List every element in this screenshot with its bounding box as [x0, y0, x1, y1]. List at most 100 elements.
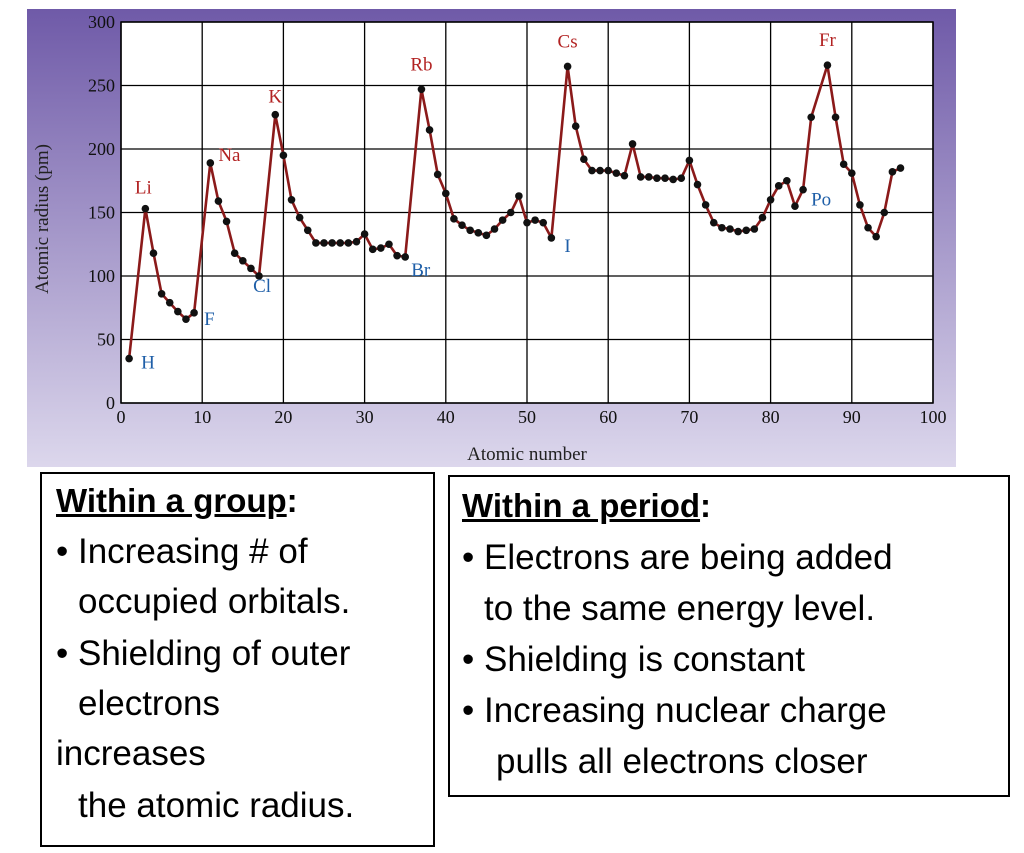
element-label: F: [204, 309, 215, 330]
data-point: [709, 218, 718, 227]
data-point: [888, 168, 897, 176]
element-label: Cs: [558, 31, 578, 52]
period-line-2: to the same energy level.: [484, 589, 876, 628]
group-heading-text: Within a group: [56, 482, 287, 519]
element-label: Po: [811, 190, 831, 211]
data-point: [295, 213, 304, 222]
group-heading: Within a group:: [56, 482, 298, 520]
data-point: [669, 175, 677, 184]
data-point: [417, 85, 426, 94]
period-line-1: • Electrons are being added: [462, 538, 893, 577]
data-point: [255, 272, 263, 280]
element-labels: H Li F Na Cl K Rb Br Cs I Fr Po: [135, 30, 837, 373]
data-point: [620, 171, 629, 180]
x-tick-label: 0: [117, 407, 126, 427]
period-line-4: • Increasing nuclear charge: [462, 691, 887, 730]
data-point: [677, 174, 686, 183]
data-point: [206, 159, 215, 167]
data-point: [450, 215, 458, 223]
data-point: [182, 315, 190, 323]
x-tick-label: 50: [518, 407, 536, 427]
data-point: [303, 226, 312, 235]
data-point: [368, 245, 377, 254]
element-label: I: [564, 236, 570, 257]
data-point: [506, 208, 515, 217]
group-line-2: occupied orbitals.: [78, 582, 351, 621]
element-label: K: [268, 87, 282, 108]
x-tick-label: 100: [920, 407, 947, 427]
data-point: [239, 256, 247, 265]
data-point: [774, 182, 783, 190]
x-axis-label: Atomic number: [467, 444, 587, 465]
data-point: [352, 237, 361, 246]
group-line-1: • Increasing # of: [56, 532, 308, 571]
x-tick-label: 40: [437, 407, 455, 427]
chart-svg: 0 50 100 150 200 250 300 0 10 20 30 40 50 60 70 80 90 10…: [27, 9, 956, 467]
y-tick-label: 250: [88, 76, 115, 96]
period-line-5: pulls all electrons closer: [496, 742, 868, 781]
data-point: [831, 113, 840, 122]
y-tick-label: 300: [88, 12, 115, 32]
data-point: [596, 166, 604, 175]
within-group-box: Within a group: • Increasing # of occupi…: [40, 472, 435, 847]
data-point: [515, 192, 523, 200]
data-point: [758, 213, 767, 222]
y-tick-labels: 0 50 100 150 200 250 300: [88, 12, 115, 413]
period-heading: Within a period:: [462, 487, 711, 525]
data-point: [604, 166, 612, 175]
data-point: [247, 264, 255, 273]
data-point: [612, 169, 621, 177]
data-point: [750, 225, 759, 233]
period-heading-colon: :: [700, 487, 712, 524]
data-point: [377, 244, 385, 252]
data-point: [718, 223, 726, 232]
data-point: [783, 176, 791, 185]
data-point: [588, 166, 596, 175]
element-label: Br: [411, 260, 431, 281]
data-point: [165, 298, 174, 307]
data-point: [442, 189, 450, 198]
data-point: [523, 218, 531, 227]
data-point: [661, 174, 669, 183]
y-tick-label: 0: [106, 393, 115, 413]
group-line-4: electrons: [78, 684, 221, 723]
data-point: [360, 230, 369, 238]
data-point: [320, 239, 328, 247]
x-tick-labels: 0 10 20 30 40 50 60 70 80 90 100: [117, 407, 947, 427]
data-point: [157, 289, 166, 298]
data-point: [823, 61, 832, 69]
data-point: [864, 223, 872, 232]
data-point: [734, 227, 742, 236]
data-point: [571, 122, 580, 130]
x-tick-label: 20: [274, 407, 292, 427]
element-label: H: [141, 353, 155, 374]
data-point: [474, 229, 483, 237]
x-tick-label: 80: [762, 407, 780, 427]
data-point: [580, 155, 588, 163]
group-line-5: increases: [56, 734, 206, 773]
x-tick-label: 90: [843, 407, 861, 427]
data-point: [336, 239, 345, 247]
data-point: [328, 239, 336, 247]
data-point: [872, 232, 880, 241]
x-tick-label: 10: [193, 407, 211, 427]
data-point: [222, 217, 231, 226]
plot-border: [120, 21, 934, 404]
data-point: [482, 231, 491, 240]
data-point: [498, 216, 507, 224]
data-point: [653, 174, 661, 183]
element-label: Fr: [819, 30, 837, 51]
data-point: [693, 180, 702, 189]
data-point: [848, 169, 856, 177]
data-point: [531, 216, 539, 224]
data-point: [490, 225, 499, 233]
group-line-3: • Shielding of outer: [56, 634, 351, 673]
data-point: [401, 253, 410, 261]
y-axis-label: Atomic radius (pm): [32, 144, 53, 294]
data-point: [312, 239, 320, 247]
data-point: [701, 201, 710, 209]
data-point: [807, 113, 815, 122]
data-point: [636, 173, 645, 181]
within-period-box: Within a period: • Electrons are being a…: [448, 475, 1010, 797]
y-tick-label: 50: [97, 330, 115, 350]
